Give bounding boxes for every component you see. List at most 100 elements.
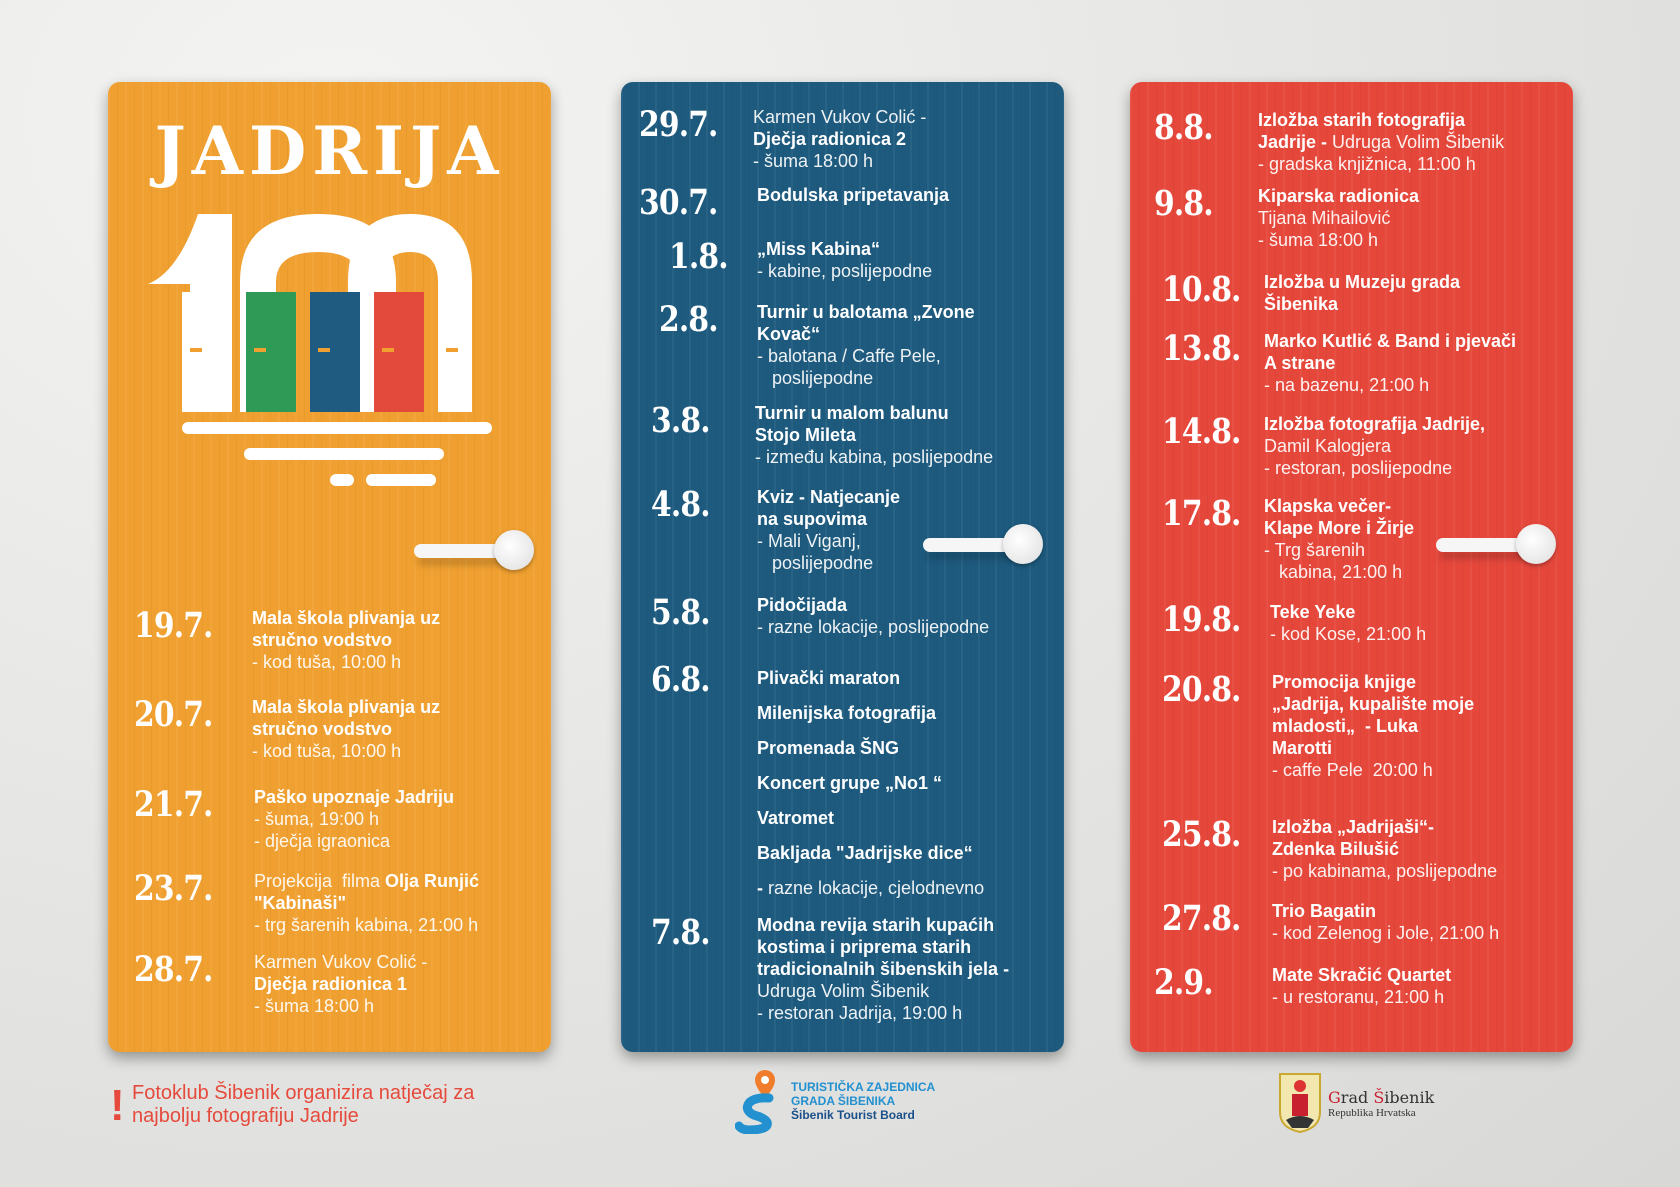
event-title-text: Izložba „Jadrijaši“-	[1272, 817, 1435, 837]
event-description: Turnir u balotama „Zvone Kovač“ - balotana…	[757, 301, 975, 389]
event-line: Milenijska fotografija	[757, 696, 984, 731]
event-line: Kovač“	[757, 323, 975, 345]
event-detail-text: kabina, 21:00 h	[1264, 562, 1403, 582]
event-title-text: Dječja radionica 2	[753, 129, 907, 149]
event-title-text: Izložba starih fotografija	[1258, 110, 1466, 130]
event-detail-text: - šuma, 19:00 h	[254, 809, 380, 829]
door-handle	[923, 524, 1043, 568]
event-line: Trio Bagatin	[1272, 900, 1499, 922]
event-description: Karmen Vukov Colić - Dječja radionica 2- …	[753, 106, 926, 172]
door-handle	[1436, 524, 1556, 568]
event-detail-text: - između kabina, poslijepodne	[755, 447, 994, 467]
event-line: Zdenka Bilušić	[1272, 838, 1497, 860]
event-title-text: Teke Yeke	[1270, 602, 1356, 622]
event-title-text: Bodulska pripetavanja	[757, 185, 950, 205]
event-line: Izložba starih fotografija	[1258, 109, 1504, 131]
event-title-text: Mala škola plivanja uz	[252, 608, 441, 628]
event-title-text: "Kabinaši"	[254, 893, 347, 913]
event-line: poslijepodne	[757, 552, 900, 574]
event-line: poslijepodne	[757, 367, 975, 389]
event-line: - na bazenu, 21:00 h	[1264, 374, 1516, 396]
event-detail-text: - Trg šarenih	[1264, 540, 1366, 560]
event-line: Bodulska pripetavanja	[757, 184, 949, 206]
event-title-text: -	[757, 878, 768, 898]
event-line: Izložba u Muzeju grada	[1264, 271, 1460, 293]
event-date: 29.7.	[639, 104, 718, 145]
event-title-text: „Jadrija, kupalište moje	[1272, 694, 1475, 714]
event-line: Teke Yeke	[1270, 601, 1426, 623]
event-detail-text: Udruga Volim Šibenik	[757, 981, 930, 1001]
event-date: 20.7.	[134, 694, 213, 735]
logo-100-doors	[148, 214, 492, 486]
event-line: Plivački maraton	[757, 661, 984, 696]
event-date: 19.7.	[134, 605, 213, 646]
event-detail-text: - kod Zelenog i Jole, 21:00 h	[1272, 923, 1500, 943]
event-title-text: Klapska večer-	[1264, 496, 1392, 516]
event-title-text: Trio Bagatin	[1272, 901, 1377, 921]
event-line: - u restoranu, 21:00 h	[1272, 986, 1451, 1008]
event-description: Klapska večer- Klape More i Žirje - Trg ša…	[1264, 495, 1414, 583]
event-title-text: mladosti„ - Luka	[1272, 716, 1419, 736]
coat-of-arms-icon	[1279, 1073, 1321, 1134]
event-line: - šuma 18:00 h	[753, 150, 926, 172]
event-detail-text: - balotana / Caffe Pele,	[757, 346, 941, 366]
event-line: - šuma 18:00 h	[1258, 229, 1419, 251]
event-title-text: Promenada ŠNG	[757, 738, 900, 758]
event-title-text: „Miss Kabina“	[757, 239, 881, 259]
event-detail-text: - caffe Pele 20:00 h	[1272, 760, 1433, 780]
event-detail-text: - kod tuša, 10:00 h	[252, 652, 402, 672]
event-line: - razne lokacije, poslijepodne	[757, 616, 989, 638]
notice-line: Fotoklub Šibenik organizira natječaj za	[132, 1082, 475, 1104]
event-line: Klape More i Žirje	[1264, 517, 1414, 539]
event-detail-text: - kabine, poslijepodne	[757, 261, 933, 281]
city-name: Grad Šibenik	[1328, 1087, 1435, 1107]
event-title-text: Pidočijada	[757, 595, 848, 615]
event-line: Marko Kutlić & Band i pjevači	[1264, 330, 1516, 352]
event-date: 23.7.	[134, 868, 213, 909]
event-line: Klapska večer-	[1264, 495, 1414, 517]
event-line: Karmen Vukov Colić -	[753, 106, 926, 128]
event-line: - između kabina, poslijepodne	[755, 446, 993, 468]
event-detail-text: - po kabinama, poslijepodne	[1272, 861, 1498, 881]
event-title-text: Dječja radionica 1	[254, 974, 408, 994]
event-line: Jadrije - Udruga Volim Šibenik	[1258, 131, 1504, 153]
event-detail-text: - šuma 18:00 h	[1258, 230, 1379, 250]
event-line: Paško upoznaje Jadriju	[254, 786, 454, 808]
event-title-text: Marotti	[1272, 738, 1332, 758]
event-description: Mate Skračić Quartet - u restoranu, 21:00…	[1272, 964, 1451, 1008]
event-date: 6.8.	[651, 659, 711, 700]
event-detail-text: - šuma 18:00 h	[753, 151, 874, 171]
event-line: - restoran Jadrija, 19:00 h	[757, 1002, 1009, 1024]
event-description: Marko Kutlić & Band i pjevači A strane - n…	[1264, 330, 1516, 396]
event-line: tradicionalnih šibenskih jela -	[757, 958, 1009, 980]
event-description: Promocija knjige „Jadrija, kupalište moje…	[1272, 671, 1474, 781]
event-description: Izložba starih fotografija Jadrije - Udru…	[1258, 109, 1504, 175]
event-line: Kiparska radionica	[1258, 185, 1419, 207]
event-date: 3.8.	[651, 400, 711, 441]
event-title-text: Milenijska fotografija	[757, 703, 937, 723]
event-line: Turnir u balotama „Zvone	[757, 301, 975, 323]
panel-blue: 29.7. Karmen Vukov Colić - Dječja radionic…	[621, 82, 1064, 1052]
event-title-text: Jadrije -	[1258, 132, 1333, 152]
event-description: Turnir u malom balunu Stojo Mileta - izmeđ…	[755, 402, 993, 468]
event-line: - šuma, 19:00 h	[254, 808, 454, 830]
event-date: 10.8.	[1162, 269, 1241, 310]
event-detail-text: - na bazenu, 21:00 h	[1264, 375, 1430, 395]
event-title-text: A strane	[1264, 353, 1336, 373]
event-line: kabina, 21:00 h	[1264, 561, 1414, 583]
event-line: - Trg šarenih	[1264, 539, 1414, 561]
event-line: Izložba fotografija Jadrije,	[1264, 413, 1485, 435]
event-description: „Miss Kabina“ - kabine, poslijepodne	[757, 238, 932, 282]
event-description: Kiparska radionica Tijana Mihailović - šum…	[1258, 185, 1419, 251]
event-line: - kod Zelenog i Jole, 21:00 h	[1272, 922, 1499, 944]
event-detail-text: Udruga Volim Šibenik	[1332, 132, 1505, 152]
event-title-text: stručno vodstvo	[252, 630, 393, 650]
event-detail-text: - restoran Jadrija, 19:00 h	[757, 1003, 963, 1023]
event-date: 4.8.	[651, 484, 711, 525]
logo-title: JADRIJA	[154, 112, 505, 190]
event-date: 8.8.	[1154, 107, 1214, 148]
event-title-text: Vatromet	[757, 808, 835, 828]
exclamation-icon: !	[110, 1081, 125, 1130]
photo-contest-notice: ! Fotoklub Šibenik organizira natječaj z…	[110, 1082, 474, 1128]
event-line: Promocija knjige	[1272, 671, 1474, 693]
